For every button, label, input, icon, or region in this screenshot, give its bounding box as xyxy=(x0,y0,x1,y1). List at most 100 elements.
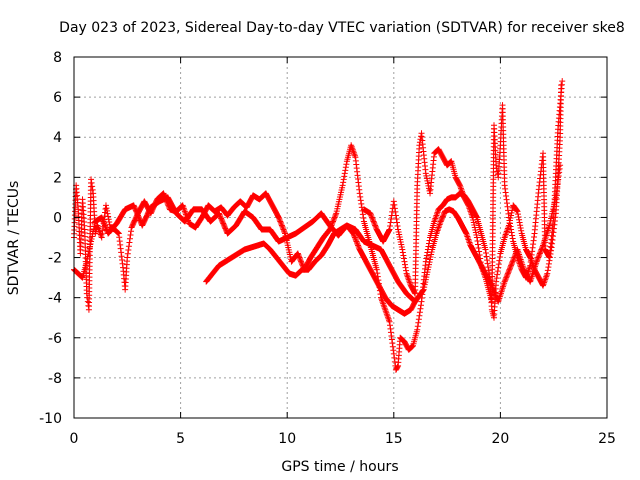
data-point xyxy=(386,227,393,234)
data-point xyxy=(473,234,480,241)
data-point xyxy=(404,272,411,279)
data-point xyxy=(360,214,367,221)
data-point xyxy=(102,225,109,232)
data-point xyxy=(476,252,483,259)
data-point xyxy=(509,235,516,242)
data-point xyxy=(415,316,422,323)
data-point xyxy=(421,284,428,291)
data-point xyxy=(357,193,364,200)
data-point xyxy=(516,219,523,226)
data-point xyxy=(89,186,96,193)
data-point xyxy=(330,217,337,224)
data-point xyxy=(340,179,347,186)
data-point xyxy=(435,224,442,231)
data-point xyxy=(387,219,394,226)
data-point xyxy=(127,231,134,238)
data-point xyxy=(509,258,516,265)
data-point xyxy=(385,315,392,322)
data-point xyxy=(412,298,419,305)
data-point xyxy=(536,251,543,258)
data-point xyxy=(472,226,479,233)
data-point xyxy=(220,221,227,228)
data-point xyxy=(132,207,139,214)
data-point xyxy=(83,258,90,265)
data-point xyxy=(494,271,501,278)
data-point xyxy=(399,249,406,256)
data-point xyxy=(219,217,226,224)
data-point xyxy=(437,218,444,225)
data-point xyxy=(218,216,225,223)
data-point xyxy=(181,208,188,215)
data-point xyxy=(368,214,375,221)
data-point xyxy=(387,222,394,229)
data-point xyxy=(384,312,391,319)
data-point xyxy=(88,236,95,243)
data-point xyxy=(545,264,552,271)
y-tick-label: -8 xyxy=(48,371,62,387)
data-point xyxy=(406,278,413,285)
data-point xyxy=(85,251,92,258)
data-point xyxy=(90,225,97,232)
data-point xyxy=(89,183,96,190)
data-point xyxy=(545,253,552,260)
data-point xyxy=(415,319,422,326)
data-point xyxy=(353,238,360,245)
data-point xyxy=(124,254,131,261)
data-point xyxy=(482,246,489,253)
data-point xyxy=(506,220,513,227)
data-point xyxy=(98,214,105,221)
data-point xyxy=(352,235,359,242)
data-point xyxy=(350,149,357,156)
data-point xyxy=(456,181,463,188)
data-point xyxy=(351,152,358,159)
data-point xyxy=(423,252,430,259)
data-point xyxy=(391,354,398,361)
data-point xyxy=(136,214,143,221)
data-point xyxy=(89,230,96,237)
data-point xyxy=(544,270,551,277)
data-point xyxy=(559,78,566,85)
y-tick-label: -2 xyxy=(48,251,62,267)
data-point xyxy=(103,205,110,212)
data-point xyxy=(391,358,398,365)
data-point xyxy=(475,245,482,252)
data-point xyxy=(128,228,135,235)
data-point xyxy=(509,259,516,266)
data-point xyxy=(125,247,132,254)
data-point xyxy=(411,299,418,306)
data-point xyxy=(401,261,408,268)
y-tick-label: -10 xyxy=(39,411,62,427)
data-point xyxy=(465,238,472,245)
data-point xyxy=(278,222,285,229)
data-point xyxy=(392,208,399,215)
data-point xyxy=(132,206,139,213)
data-point xyxy=(397,239,404,246)
data-point xyxy=(533,258,540,265)
data-point xyxy=(217,214,224,221)
data-point xyxy=(393,215,400,222)
data-point xyxy=(417,133,424,140)
data-point xyxy=(100,219,107,226)
data-point xyxy=(380,300,387,307)
data-point xyxy=(355,243,362,250)
data-point xyxy=(381,303,388,310)
data-point xyxy=(330,218,337,225)
data-point xyxy=(126,239,133,246)
y-tick-label: 0 xyxy=(53,210,62,226)
data-point xyxy=(400,255,407,262)
data-point xyxy=(370,217,377,224)
data-point xyxy=(502,275,509,282)
data-point xyxy=(371,221,378,228)
data-point xyxy=(504,270,511,277)
data-point xyxy=(518,227,525,234)
data-point xyxy=(219,219,226,226)
data-point xyxy=(84,256,91,263)
data-point xyxy=(431,216,438,223)
data-point xyxy=(426,259,433,266)
x-tick-label: 5 xyxy=(176,431,185,447)
data-point xyxy=(424,269,431,276)
data-point xyxy=(535,253,542,260)
data-point xyxy=(538,245,545,252)
data-point xyxy=(438,215,445,222)
